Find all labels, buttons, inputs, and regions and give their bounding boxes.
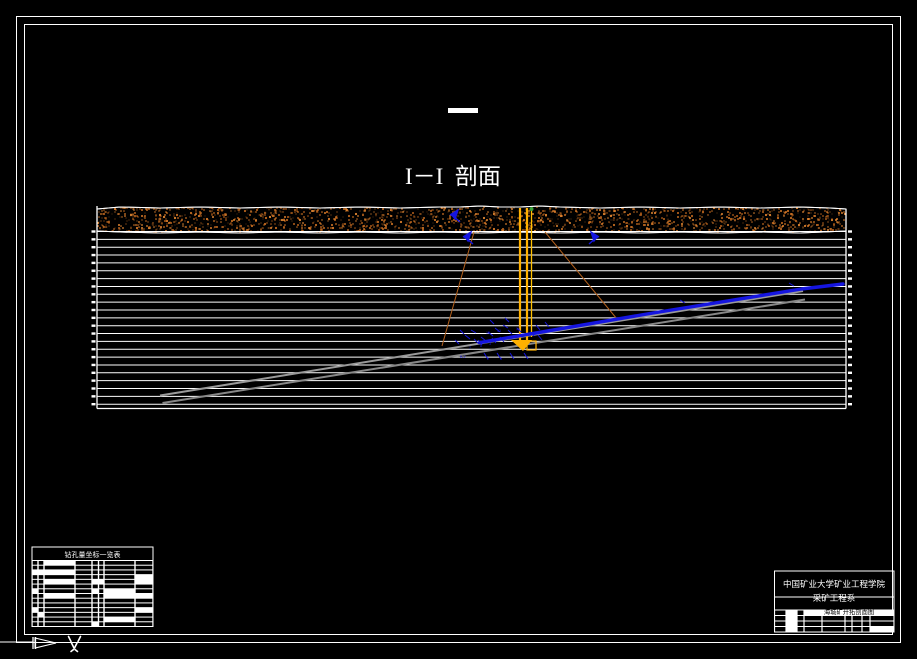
svg-text:8: 8 (480, 344, 482, 348)
svg-text:3: 3 (489, 342, 491, 346)
svg-text:12: 12 (486, 331, 490, 335)
svg-text:7: 7 (469, 346, 471, 350)
svg-text:13: 13 (497, 329, 501, 333)
svg-text:3: 3 (500, 357, 502, 361)
svg-text:2: 2 (487, 357, 489, 361)
svg-text:B-2: B-2 (460, 355, 466, 359)
svg-text:14: 14 (516, 327, 520, 331)
